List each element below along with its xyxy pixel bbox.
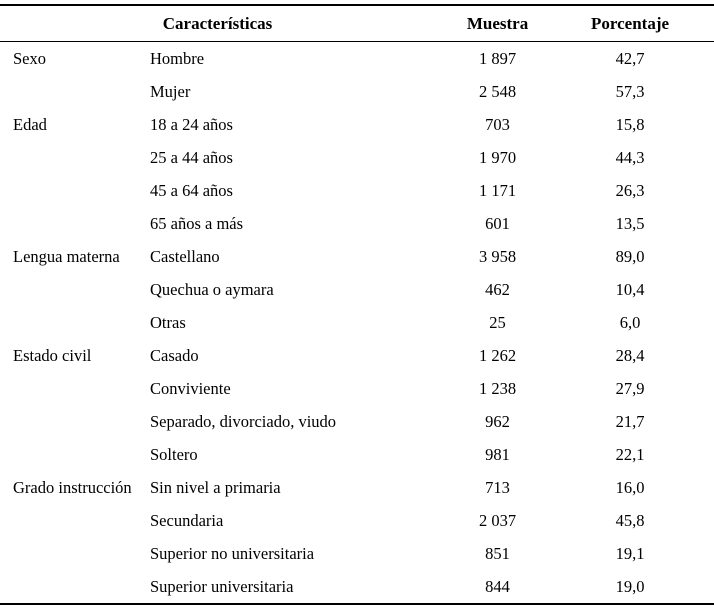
header-caracteristicas: Características (162, 13, 273, 33)
table-row: Estado civil Casado 1 262 28,4 (0, 339, 714, 372)
characteristic-cell: 18 a 24 años (150, 114, 233, 134)
muestra-cell: 1 897 (478, 48, 517, 68)
muestra-cell: 462 (485, 279, 510, 299)
table-body: Sexo Hombre 1 897 42,7 Mujer 2 548 57,3 Edad 18 … (0, 42, 714, 605)
muestra-cell: 703 (485, 114, 510, 134)
group-cell (0, 405, 150, 438)
porcentaje-cell: 10,4 (615, 279, 645, 299)
muestra-cell: 1 262 (478, 345, 517, 365)
group-cell (0, 372, 150, 405)
muestra-cell: 2 037 (478, 510, 517, 530)
characteristic-cell: Casado (150, 345, 199, 365)
characteristic-cell: Secundaria (150, 510, 224, 530)
porcentaje-cell: 28,4 (615, 345, 645, 365)
porcentaje-cell: 45,8 (615, 510, 645, 530)
table-row: Edad 18 a 24 años 703 15,8 (0, 108, 714, 141)
characteristic-cell: Separado, divorciado, viudo (150, 411, 337, 431)
group-cell (0, 438, 150, 471)
muestra-cell: 3 958 (478, 246, 517, 266)
group-cell (0, 504, 150, 537)
group-cell: Grado instrucción (13, 477, 132, 497)
group-cell: Estado civil (13, 345, 92, 365)
table-row: Superior universitaria 844 19,0 (0, 570, 714, 604)
header-porcentaje: Porcentaje (590, 13, 670, 33)
porcentaje-cell: 19,0 (615, 576, 645, 596)
characteristic-cell: Soltero (150, 444, 198, 464)
porcentaje-cell: 19,1 (615, 543, 645, 563)
table-row: Secundaria 2 037 45,8 (0, 504, 714, 537)
porcentaje-cell: 21,7 (615, 411, 645, 431)
characteristic-cell: Otras (150, 312, 186, 332)
muestra-cell: 851 (485, 543, 510, 563)
group-cell (0, 273, 150, 306)
muestra-cell: 962 (485, 411, 510, 431)
muestra-cell: 2 548 (478, 81, 517, 101)
muestra-cell: 25 (489, 312, 506, 332)
porcentaje-cell: 26,3 (615, 180, 645, 200)
characteristic-cell: 65 años a más (150, 213, 244, 233)
muestra-cell: 844 (485, 576, 510, 596)
table-row: Soltero 981 22,1 (0, 438, 714, 471)
porcentaje-cell: 57,3 (615, 81, 645, 101)
table-row: Lengua materna Castellano 3 958 89,0 (0, 240, 714, 273)
table-row: Sexo Hombre 1 897 42,7 (0, 42, 714, 76)
table-row: Separado, divorciado, viudo 962 21,7 (0, 405, 714, 438)
muestra-cell: 1 970 (478, 147, 517, 167)
porcentaje-cell: 44,3 (615, 147, 645, 167)
muestra-cell: 981 (485, 444, 510, 464)
characteristic-cell: Castellano (150, 246, 220, 266)
porcentaje-cell: 42,7 (615, 48, 645, 68)
group-cell (0, 141, 150, 174)
characteristic-cell: Quechua o aymara (150, 279, 274, 299)
group-cell: Lengua materna (13, 246, 120, 266)
table-row: 45 a 64 años 1 171 26,3 (0, 174, 714, 207)
porcentaje-cell: 15,8 (615, 114, 645, 134)
table-row: Grado instrucción Sin nivel a primaria 713… (0, 471, 714, 504)
header-muestra: Muestra (466, 13, 529, 33)
group-cell (0, 537, 150, 570)
group-cell: Sexo (13, 48, 46, 68)
characteristic-cell: Hombre (150, 48, 205, 68)
characteristic-cell: Superior universitaria (150, 576, 294, 596)
characteristic-cell: Sin nivel a primaria (150, 477, 281, 497)
table-row: Otras 25 6,0 (0, 306, 714, 339)
group-cell (0, 174, 150, 207)
header-row: Características Muestra Porcentaje (0, 5, 714, 42)
characteristic-cell: Conviviente (150, 378, 231, 398)
muestra-cell: 1 238 (478, 378, 517, 398)
group-cell (0, 207, 150, 240)
table-row: Quechua o aymara 462 10,4 (0, 273, 714, 306)
characteristic-cell: 45 a 64 años (150, 180, 233, 200)
characteristic-cell: Mujer (150, 81, 191, 101)
group-cell (0, 75, 150, 108)
porcentaje-cell: 13,5 (615, 213, 645, 233)
table-row: Mujer 2 548 57,3 (0, 75, 714, 108)
group-cell: Edad (13, 114, 47, 134)
porcentaje-cell: 16,0 (615, 477, 645, 497)
characteristic-cell: Superior no universitaria (150, 543, 315, 563)
group-cell (0, 570, 150, 604)
group-cell (0, 306, 150, 339)
table-header: Características Muestra Porcentaje (0, 5, 714, 42)
porcentaje-cell: 6,0 (619, 312, 641, 332)
table-row: 65 años a más 601 13,5 (0, 207, 714, 240)
muestra-cell: 601 (485, 213, 510, 233)
table-row: Superior no universitaria 851 19,1 (0, 537, 714, 570)
table-row: Conviviente 1 238 27,9 (0, 372, 714, 405)
characteristic-cell: 25 a 44 años (150, 147, 233, 167)
table-row: 25 a 44 años 1 970 44,3 (0, 141, 714, 174)
porcentaje-cell: 22,1 (615, 444, 645, 464)
muestra-cell: 1 171 (478, 180, 517, 200)
sample-characteristics-table: Características Muestra Porcentaje Sexo H… (0, 4, 714, 605)
porcentaje-cell: 27,9 (615, 378, 645, 398)
porcentaje-cell: 89,0 (615, 246, 645, 266)
muestra-cell: 713 (485, 477, 510, 497)
